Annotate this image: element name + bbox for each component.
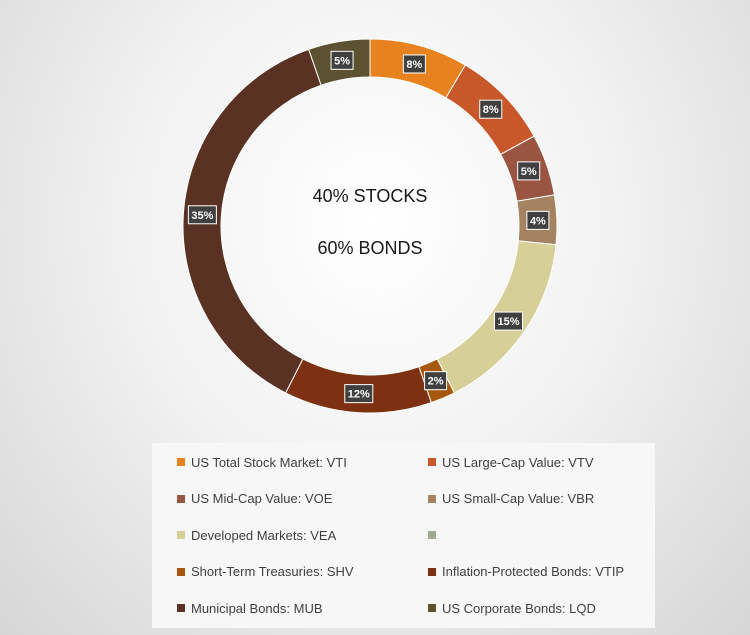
center-text-stocks: 40% STOCKS <box>312 186 428 206</box>
data-label: 4% <box>530 215 546 227</box>
legend-label: Inflation-Protected Bonds: VTIP <box>442 564 625 579</box>
legend-swatch <box>177 458 185 466</box>
data-label-box <box>494 311 524 331</box>
legend-swatch <box>177 604 185 612</box>
data-label-box <box>526 210 550 230</box>
legend-item: US Small-Cap Value: VBR <box>428 490 594 508</box>
doughnut-chart: 8% 8% 5% 4% 15% 2% 12% 35% 5% 40% STOCKS 60% BON… <box>182 38 558 414</box>
data-label: 12% <box>348 389 370 401</box>
legend-item: Developed Markets: VEA <box>177 526 336 544</box>
legend-swatch <box>177 567 185 576</box>
data-label-box <box>517 161 541 181</box>
legend-label: US Mid-Cap Value: VOE <box>191 491 333 506</box>
legend-swatch <box>428 531 436 539</box>
legend-swatch <box>177 494 185 503</box>
legend-label: US Total Stock Market: VTI <box>191 454 347 470</box>
center-text-bonds: 60% BONDS <box>317 238 423 258</box>
legend-item: US Mid-Cap Value: VOE <box>177 490 332 508</box>
data-label-box <box>424 371 448 391</box>
legend-label: US Small-Cap Value: VBR <box>442 491 595 506</box>
data-label-box <box>344 384 374 404</box>
legend-label: US Corporate Bonds: LQD <box>442 600 596 616</box>
legend-swatch <box>428 494 436 503</box>
legend-swatch <box>428 458 436 466</box>
data-label: 15% <box>497 316 519 328</box>
chart-legend: US Total Stock Market: VTI US Large-Cap V… <box>152 443 655 628</box>
doughnut-chart-svg: 8% 8% 5% 4% 15% 2% 12% 35% 5% <box>182 38 558 414</box>
legend-item: Municipal Bonds: MUB <box>177 599 323 617</box>
legend-label: Municipal Bonds: MUB <box>191 600 323 616</box>
data-label: 2% <box>428 376 444 388</box>
legend-item: US Large-Cap Value: VTV <box>428 453 594 471</box>
data-label: 8% <box>406 59 422 71</box>
data-label-box <box>402 54 426 74</box>
data-label-box <box>187 205 217 225</box>
legend-item: Short-Term Treasuries: SHV <box>177 563 354 581</box>
data-label-box <box>330 50 354 70</box>
legend-item: US Total Stock Market: VTI <box>177 453 347 471</box>
data-label: 35% <box>191 210 213 222</box>
legend-item: US Corporate Bonds: LQD <box>428 599 596 617</box>
legend-swatch <box>428 567 436 576</box>
legend-label: Short-Term Treasuries: SHV <box>191 564 354 579</box>
data-label-box <box>479 99 503 119</box>
legend-label: US Large-Cap Value: VTV <box>442 454 594 470</box>
data-label: 5% <box>521 166 537 178</box>
legend-item <box>428 526 442 544</box>
data-label: 8% <box>483 104 499 116</box>
legend-swatch <box>428 604 436 612</box>
data-label: 5% <box>334 55 350 67</box>
legend-label: Developed Markets: VEA <box>191 527 337 543</box>
legend-item: Inflation-Protected Bonds: VTIP <box>428 563 624 581</box>
legend-swatch <box>177 531 185 539</box>
